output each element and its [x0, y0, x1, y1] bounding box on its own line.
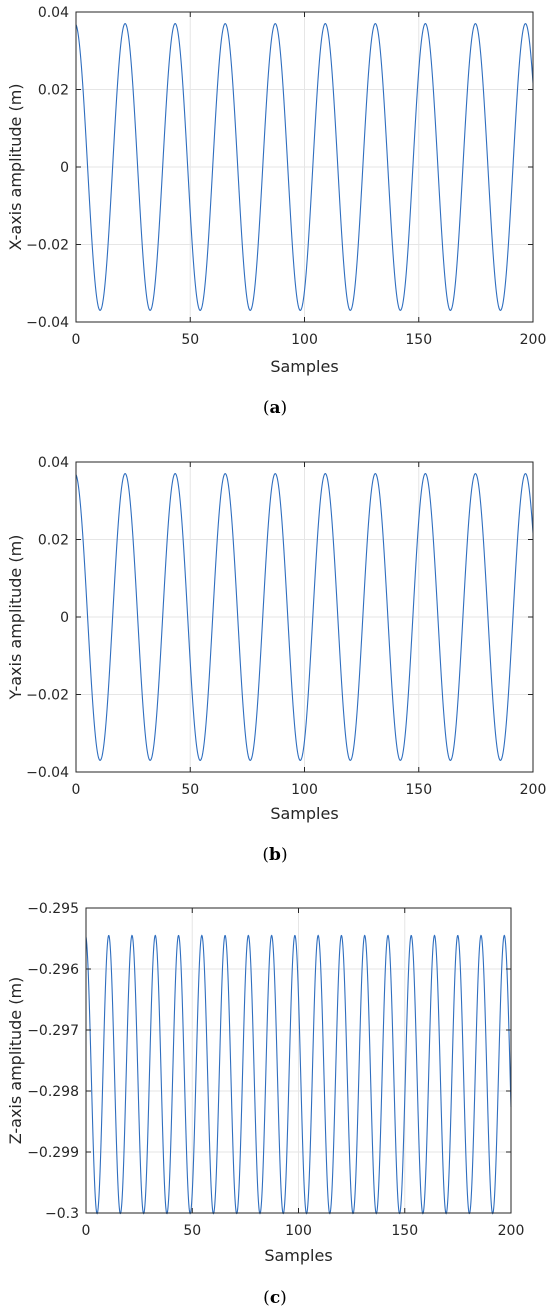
x-ticks: 0 50 100 150 200	[72, 462, 547, 798]
x-tick-label: 50	[181, 332, 199, 348]
chart-panel-c: 0 50 100 150 200 −0.295−0.296−0.297−0.298−0.…	[6, 901, 524, 1308]
y-ticks: −0.295 −0.296 −0.297 −0.298 −0.299 −0.3	[27, 901, 511, 1222]
x-tick-label: 100	[291, 332, 318, 348]
x-tick-label: 200	[520, 332, 547, 348]
y-ticks: 0.04 0.02 0 −0.02 −0.04	[26, 5, 533, 331]
x-ticks: 0 50 100 150 200	[72, 12, 547, 348]
y-tick-label: −0.299	[27, 1145, 79, 1161]
x-ticks: 0 50 100 150 200	[82, 908, 525, 1239]
y-tick-label: −0.297	[27, 1023, 79, 1039]
y-tick-label: −0.295	[27, 901, 79, 917]
x-tick-label: 50	[181, 782, 199, 798]
x-tick-label: 200	[520, 782, 547, 798]
y-tick-label: 0.04	[38, 455, 69, 471]
x-tick-label: 100	[285, 1223, 312, 1239]
x-tick-label: 0	[72, 332, 81, 348]
x-tick-label: 150	[405, 782, 432, 798]
x-tick-label: 50	[183, 1223, 201, 1239]
series-line	[75, 23, 534, 311]
y-tick-label: 0	[60, 610, 69, 626]
y-tick-label: 0.02	[38, 533, 69, 549]
y-tick-label: −0.04	[26, 765, 69, 781]
y-axis-label: Z-axis amplitude (m)	[6, 977, 25, 1145]
x-tick-label: 150	[405, 332, 432, 348]
y-tick-label: 0.02	[38, 83, 69, 99]
panel-caption: (c)	[263, 1288, 287, 1308]
y-tick-label: −0.296	[27, 962, 79, 978]
y-tick-label: −0.298	[27, 1084, 79, 1100]
x-tick-label: 0	[72, 782, 81, 798]
y-tick-label: 0	[60, 160, 69, 176]
y-tick-label: −0.3	[45, 1206, 79, 1222]
x-tick-label: 0	[82, 1223, 91, 1239]
y-axis-label: X-axis amplitude (m)	[6, 83, 25, 250]
chart-panel-a: 0 50 100 150 200 0.04 0.02 0 −0.02 −0.04 Samples…	[6, 5, 546, 418]
panel-caption: (a)	[263, 398, 287, 418]
series-line	[85, 934, 512, 1215]
x-tick-label: 200	[498, 1223, 525, 1239]
panel-caption: (b)	[262, 845, 287, 865]
y-tick-label: −0.02	[26, 688, 69, 704]
chart-panel-b: 0 50 100 150 200 0.04 0.02 0 −0.02 −0.04 Samples…	[6, 455, 546, 865]
y-ticks: 0.04 0.02 0 −0.02 −0.04	[26, 455, 533, 781]
x-axis-label: Samples	[270, 804, 338, 823]
series-line	[75, 473, 534, 761]
y-tick-label: 0.04	[38, 5, 69, 21]
y-tick-label: −0.04	[26, 315, 69, 331]
x-tick-label: 150	[391, 1223, 418, 1239]
x-tick-label: 100	[291, 782, 318, 798]
x-axis-label: Samples	[264, 1246, 332, 1265]
y-tick-label: −0.02	[26, 238, 69, 254]
y-axis-label: Y-axis amplitude (m)	[6, 535, 25, 701]
x-axis-label: Samples	[270, 357, 338, 376]
